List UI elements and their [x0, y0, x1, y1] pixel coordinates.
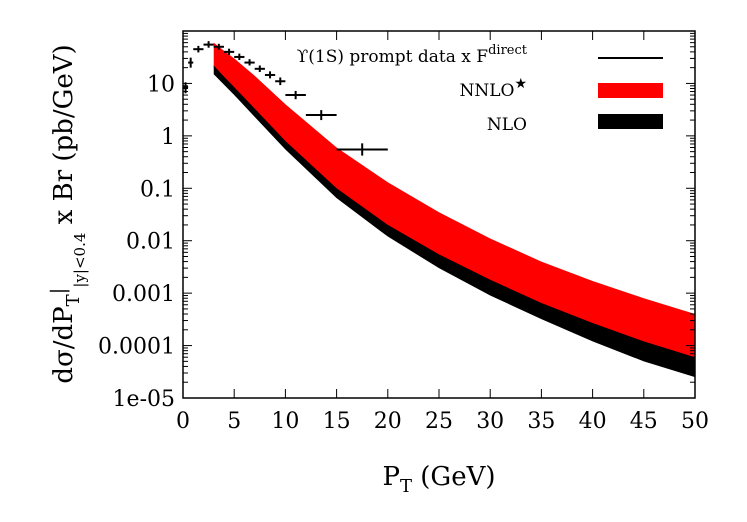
x-tick-label: 30 — [476, 409, 504, 434]
tick-layer — [182, 31, 696, 399]
data-point — [305, 110, 337, 121]
x-tick-label: 35 — [527, 409, 555, 434]
data-point — [336, 143, 388, 156]
data-point — [213, 43, 224, 50]
data-point — [188, 57, 194, 68]
x-tick-label: 10 — [271, 409, 299, 434]
band-nnlo — [213, 42, 695, 360]
data-point — [203, 41, 214, 48]
y-tick-label: 10 — [147, 72, 175, 97]
legend-swatch-nnlo — [598, 83, 663, 98]
x-tick-label: 15 — [323, 409, 351, 434]
data-point-layer — [183, 41, 388, 156]
data-point — [244, 59, 255, 66]
band-nlo — [213, 65, 695, 378]
data-point — [254, 65, 265, 73]
data-point — [285, 90, 306, 100]
data-point — [234, 53, 245, 60]
data-point — [223, 48, 235, 55]
data-point — [264, 71, 276, 79]
x-tick-label: 45 — [630, 409, 658, 434]
y-tick-label: 1 — [161, 125, 175, 150]
legend-label-data: ϒ(1S) prompt data x Fdirect — [297, 43, 528, 67]
y-tick-label: 0.0001 — [98, 335, 175, 360]
legend-label-nnlo: NNLO★ — [459, 76, 527, 101]
x-tick-label: 25 — [425, 409, 453, 434]
x-tick-label: 5 — [227, 409, 241, 434]
y-tick-label: 1e-05 — [113, 387, 175, 412]
data-point — [193, 45, 204, 53]
y-tick-label: 0.01 — [126, 230, 175, 255]
legend: ϒ(1S) prompt data x Fdirect NNLO★ NLO — [297, 43, 663, 135]
x-axis-title: PT (GeV) — [383, 462, 496, 497]
x-tick-label: 40 — [579, 409, 607, 434]
x-tick-label: 20 — [374, 409, 402, 434]
legend-label-nlo: NLO — [487, 115, 527, 135]
y-tick-label: 0.1 — [140, 177, 175, 202]
band-layer — [213, 42, 695, 378]
y-tick-label: 0.001 — [112, 282, 175, 307]
x-tick-label: 50 — [681, 409, 709, 434]
tick-label-layer: 0 5 10 15 20 25 30 35 40 45 50 1e-05 0.0001 0.001 0.01… — [98, 72, 709, 434]
legend-swatch-nlo — [598, 114, 663, 129]
data-point — [275, 77, 286, 86]
x-tick-label: 0 — [176, 409, 190, 434]
y-axis-title: dσ/dPT||y|<0.4 x Br (pb/GeV) — [46, 44, 89, 383]
